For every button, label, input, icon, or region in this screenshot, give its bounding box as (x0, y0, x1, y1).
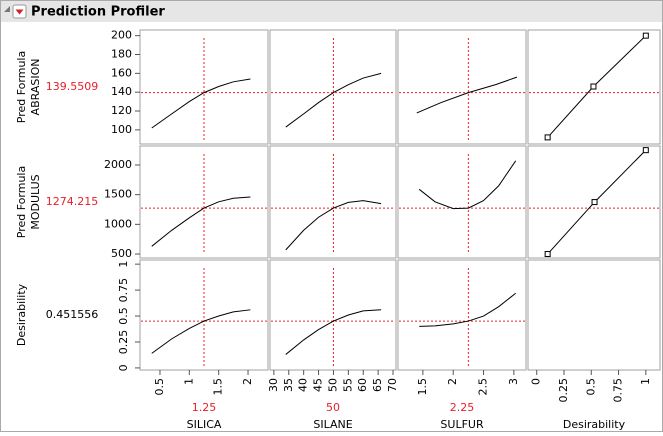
x-tick-label: 2 (241, 378, 254, 385)
desirability-handle (590, 83, 597, 90)
x-tick-label: 45 (312, 378, 325, 392)
header-bar (1, 1, 662, 22)
current-x-value: 2.25 (450, 401, 475, 414)
x-tick-label: 0.75 (612, 378, 625, 403)
desirability-handle (642, 32, 649, 39)
x-axis-name: SULFUR (440, 418, 484, 431)
desirability-handle (642, 147, 649, 154)
profile-curve (151, 78, 251, 129)
panel (139, 259, 269, 371)
profile-curve (151, 309, 251, 354)
y-tick-label: 140 (111, 85, 132, 98)
profile-curve (285, 309, 382, 355)
response-name: MODULUS (29, 174, 42, 229)
x-axis-name: SILANE (313, 418, 352, 431)
x-tick-label: 35 (282, 378, 295, 392)
current-y-value: 1274.215 (46, 195, 99, 208)
response-label: Pred Formula (15, 166, 28, 238)
desirability-handle (591, 199, 598, 206)
y-tick-label: 0.75 (117, 278, 130, 303)
y-tick-label: 100 (111, 123, 132, 136)
title: Prediction Profiler (31, 5, 165, 20)
y-tick-label: 120 (111, 104, 132, 117)
current-y-value: 139.5509 (46, 80, 99, 93)
x-tick-label: 0.5 (584, 378, 597, 396)
profile-curve (419, 292, 516, 327)
x-tick-label: 40 (297, 378, 310, 392)
y-tick-label: 2000 (104, 158, 132, 171)
panel (397, 145, 527, 259)
x-tick-label: 1 (639, 378, 652, 385)
y-tick-label: 200 (111, 29, 132, 42)
y-tick-label: 0 (117, 364, 130, 371)
x-axis-name: Desirability (563, 418, 626, 431)
panel (397, 259, 527, 371)
desirability-handle (544, 134, 551, 141)
x-axis-name: SILICA (187, 418, 222, 431)
x-tick-label: 50 (326, 378, 339, 392)
x-tick-label: 0.25 (557, 378, 570, 403)
desirability-handle (544, 251, 551, 258)
y-tick-label: 500 (111, 247, 132, 260)
panel (269, 259, 397, 371)
x-tick-label: 0.5 (153, 378, 166, 396)
x-tick-label: 3 (507, 378, 520, 385)
y-tick-label: 1 (117, 261, 130, 268)
x-tick-label: 1.5 (212, 378, 225, 396)
profile-curve (418, 160, 517, 210)
x-tick-label: 30 (267, 378, 280, 392)
y-tick-label: 0.25 (117, 330, 130, 355)
x-tick-label: 0 (530, 378, 543, 385)
current-x-value: 1.25 (192, 401, 217, 414)
current-y-value: 0.451556 (46, 308, 99, 321)
response-name: Desirability (15, 283, 28, 346)
y-tick-label: 1000 (104, 217, 132, 230)
x-tick-label: 2.5 (477, 378, 490, 396)
y-tick-label: 180 (111, 47, 132, 60)
panel (527, 259, 661, 371)
panel (397, 29, 527, 145)
x-tick-label: 70 (386, 378, 399, 392)
y-tick-label: 0.5 (117, 307, 130, 325)
current-x-value: 50 (326, 401, 340, 414)
profile-curve (285, 200, 382, 251)
x-tick-label: 2 (446, 378, 459, 385)
x-tick-label: 1.5 (416, 378, 429, 396)
menu-arrow (15, 9, 24, 15)
response-name: ABRASION (29, 59, 42, 116)
collapse-triangle[interactable] (4, 6, 10, 12)
profile-curve (151, 196, 251, 247)
x-tick-label: 65 (371, 378, 384, 392)
profile-curve (285, 72, 382, 128)
y-tick-label: 160 (111, 66, 132, 79)
profile-curve (416, 76, 518, 114)
y-tick-label: 1500 (104, 188, 132, 201)
x-tick-label: 60 (356, 378, 369, 392)
x-tick-label: 55 (341, 378, 354, 392)
x-tick-label: 1 (182, 378, 195, 385)
response-label: Pred Formula (15, 51, 28, 123)
